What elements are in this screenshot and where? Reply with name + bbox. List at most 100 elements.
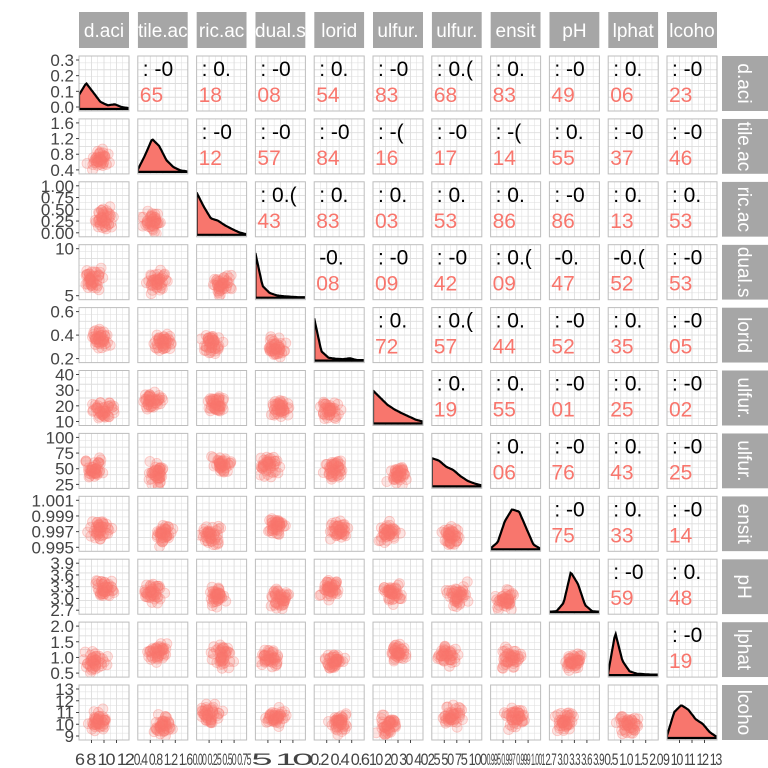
scatter-point (205, 331, 217, 343)
panel-grid (608, 56, 659, 111)
panel-border (372, 118, 424, 175)
column-strip-label: dual.s (255, 21, 306, 42)
scatter-point (269, 342, 281, 354)
panel-grid (667, 118, 717, 174)
scatter-point (146, 213, 158, 225)
scatter-point (213, 403, 225, 415)
column-strip-bg (549, 12, 600, 48)
panel-grid (79, 118, 129, 174)
scatter-point (146, 391, 158, 403)
scatter-point (158, 331, 170, 343)
scatter-point (217, 336, 229, 348)
row-strip-label: dual.s (733, 247, 754, 298)
scatter-point (449, 656, 461, 668)
scatter-point (142, 398, 154, 410)
scatter-point (266, 338, 278, 350)
scatter-point (143, 389, 155, 401)
panel: : 0. 55 (548, 118, 600, 175)
density-curve (196, 192, 247, 236)
scatter-point (152, 342, 164, 354)
scatter-point (101, 211, 113, 222)
scatter-point (140, 277, 152, 289)
scatter-point (152, 272, 164, 284)
column-strip: ric.ac (196, 12, 247, 48)
scatter-point (211, 404, 223, 416)
scatter-point (97, 211, 108, 223)
scatter-point (153, 334, 165, 345)
scatter-point (462, 595, 474, 607)
scatter-point (150, 228, 162, 237)
scatter-point (93, 333, 104, 345)
scatter-point (208, 398, 220, 410)
panel-content: -0.(52 (610, 247, 645, 296)
correlation-text: : -0 (260, 58, 290, 81)
scatter-point (152, 268, 164, 280)
panel: : 0. 18 (196, 55, 248, 112)
panel-border (254, 307, 306, 364)
panel-border (490, 118, 542, 175)
scatter-point (148, 216, 160, 228)
scatter-point (158, 338, 170, 350)
panel-border (666, 118, 718, 175)
scatter-point (80, 278, 92, 290)
scatter-point (95, 331, 106, 343)
correlation-group-text: 23 (669, 84, 692, 107)
row-strip-bg (722, 433, 768, 489)
scatter-point (210, 339, 221, 351)
scatter-point (275, 403, 287, 415)
panel: : -0 52 (548, 307, 600, 364)
scatter-point (265, 343, 277, 355)
panel-border (313, 244, 365, 301)
scatter-point (200, 330, 212, 341)
scatter-point (216, 277, 228, 289)
panel: : 0. 54 (313, 55, 365, 112)
scatter-point (94, 266, 106, 278)
panel: : -0 84 (313, 118, 365, 175)
row-strip-label: pH (733, 575, 754, 599)
scatter-point (274, 343, 286, 355)
scatter-point (152, 274, 164, 285)
correlation-group-text: 52 (610, 273, 633, 296)
scatter-point (151, 338, 163, 350)
panel (137, 684, 189, 741)
scatter-point (95, 330, 107, 341)
correlation-text: : -0 (672, 435, 702, 458)
scatter-point (217, 279, 229, 290)
scatter-point (99, 330, 111, 342)
panel-grid (549, 56, 600, 111)
scatter-point (144, 221, 156, 233)
panel (196, 684, 248, 741)
scatter-point (152, 395, 164, 406)
correlation-text: : -0 (554, 58, 584, 81)
scatter-point (82, 278, 94, 290)
panel-grid (314, 370, 365, 426)
panel (431, 684, 483, 741)
correlation-group-text: 48 (669, 587, 692, 610)
scatter-point (99, 220, 111, 232)
scatter-point (208, 393, 220, 405)
scatter-point (145, 401, 157, 413)
scatter-point (153, 217, 165, 229)
panel (137, 621, 189, 678)
scatter-point (151, 282, 163, 294)
correlation-text: : -0 (672, 247, 702, 270)
scatter-point (156, 334, 168, 346)
scatter-point (138, 396, 150, 408)
scatter-point (96, 211, 107, 223)
panel-border (196, 370, 248, 426)
scatter-point (89, 331, 100, 342)
scatter-point (158, 341, 170, 353)
scatter-point (282, 398, 294, 410)
scatter-point (104, 157, 115, 169)
scatter-point (97, 407, 109, 419)
scatter-point (96, 215, 108, 227)
panel: : 0. 44 (490, 307, 542, 364)
panel (313, 432, 365, 489)
scatter-point (108, 404, 120, 416)
scatter-point (216, 400, 228, 412)
panel (254, 684, 306, 741)
scatter-point (93, 154, 105, 166)
scatter-point (93, 207, 105, 219)
correlation-text: : -0 (437, 121, 467, 144)
